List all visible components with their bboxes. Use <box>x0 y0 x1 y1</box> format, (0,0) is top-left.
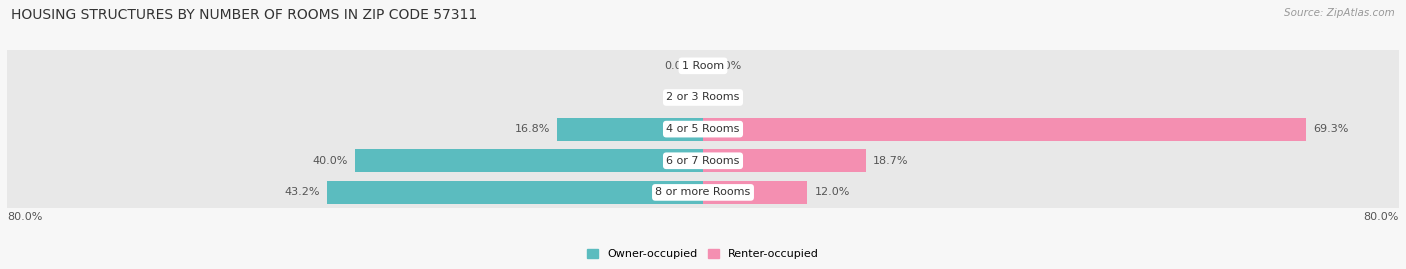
Text: 43.2%: 43.2% <box>285 187 321 197</box>
Text: 80.0%: 80.0% <box>7 212 42 222</box>
Bar <box>354 149 703 172</box>
Legend: Owner-occupied, Renter-occupied: Owner-occupied, Renter-occupied <box>582 245 824 264</box>
Bar <box>7 50 1399 82</box>
Text: 0.0%: 0.0% <box>664 93 693 102</box>
Text: 4 or 5 Rooms: 4 or 5 Rooms <box>666 124 740 134</box>
Text: 12.0%: 12.0% <box>814 187 849 197</box>
Bar <box>703 181 807 204</box>
Text: 0.0%: 0.0% <box>713 61 742 71</box>
Bar <box>7 82 1399 113</box>
Text: 69.3%: 69.3% <box>1313 124 1348 134</box>
Text: 0.0%: 0.0% <box>713 93 742 102</box>
Text: 80.0%: 80.0% <box>1364 212 1399 222</box>
Text: 1 Room: 1 Room <box>682 61 724 71</box>
Bar <box>328 181 703 204</box>
Text: Source: ZipAtlas.com: Source: ZipAtlas.com <box>1284 8 1395 18</box>
Text: 0.0%: 0.0% <box>664 61 693 71</box>
Text: 18.7%: 18.7% <box>873 156 908 166</box>
Bar <box>557 118 703 140</box>
Bar <box>703 118 1306 140</box>
Bar <box>7 145 1399 176</box>
Text: 6 or 7 Rooms: 6 or 7 Rooms <box>666 156 740 166</box>
Text: HOUSING STRUCTURES BY NUMBER OF ROOMS IN ZIP CODE 57311: HOUSING STRUCTURES BY NUMBER OF ROOMS IN… <box>11 8 478 22</box>
Bar <box>703 149 866 172</box>
Text: 2 or 3 Rooms: 2 or 3 Rooms <box>666 93 740 102</box>
Text: 16.8%: 16.8% <box>515 124 550 134</box>
Bar <box>7 176 1399 208</box>
Bar <box>7 113 1399 145</box>
Text: 8 or more Rooms: 8 or more Rooms <box>655 187 751 197</box>
Text: 40.0%: 40.0% <box>312 156 349 166</box>
